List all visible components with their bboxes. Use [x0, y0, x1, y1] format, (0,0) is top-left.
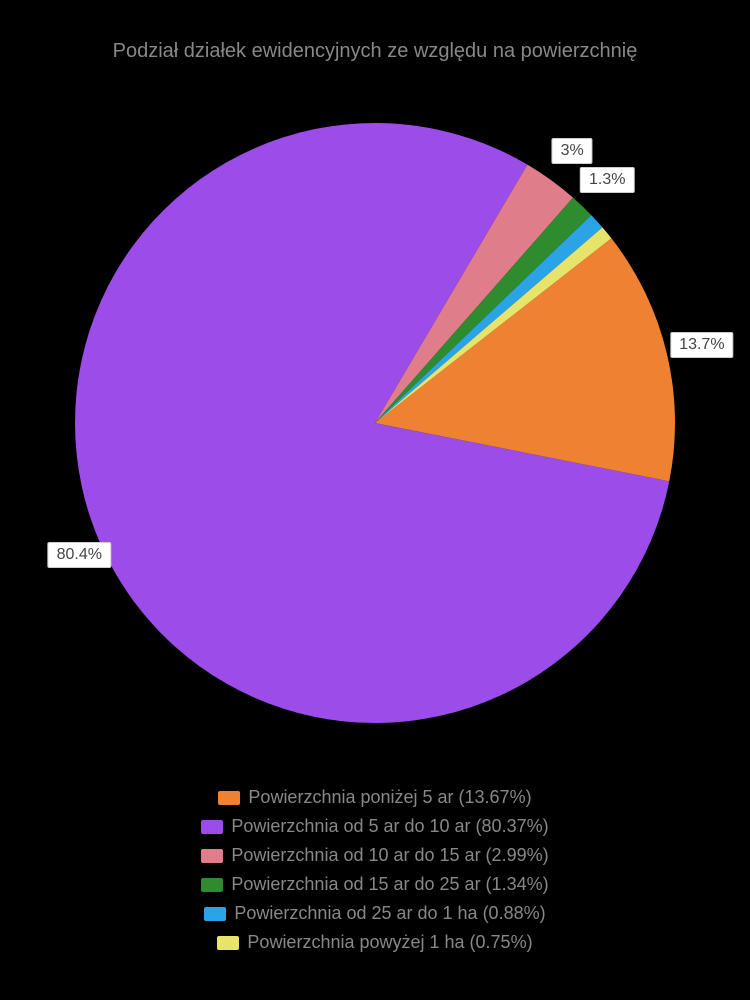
pie-area: 13.7% 80.4% 3% 1.3%	[0, 63, 750, 783]
slice-label: 1.3%	[580, 167, 634, 193]
legend-item: Powierzchnia od 10 ar do 15 ar (2.99%)	[201, 845, 548, 866]
legend-swatch	[201, 820, 223, 834]
legend-swatch	[204, 907, 226, 921]
legend-swatch	[201, 849, 223, 863]
slice-label: 3%	[552, 138, 593, 164]
legend-label: Powierzchnia od 5 ar do 10 ar (80.37%)	[231, 816, 548, 836]
legend-label: Powierzchnia powyżej 1 ha (0.75%)	[247, 932, 532, 952]
slice-label: 80.4%	[48, 542, 111, 568]
legend-label: Powierzchnia poniżej 5 ar (13.67%)	[248, 787, 531, 807]
legend: Powierzchnia poniżej 5 ar (13.67%) Powier…	[0, 783, 750, 977]
legend-item: Powierzchnia od 25 ar do 1 ha (0.88%)	[204, 903, 545, 924]
legend-label: Powierzchnia od 15 ar do 25 ar (1.34%)	[231, 874, 548, 894]
legend-swatch	[201, 878, 223, 892]
legend-swatch	[217, 936, 239, 950]
legend-swatch	[218, 791, 240, 805]
legend-item: Powierzchnia od 5 ar do 10 ar (80.37%)	[201, 816, 548, 837]
legend-item: Powierzchnia poniżej 5 ar (13.67%)	[218, 787, 531, 808]
legend-item: Powierzchnia powyżej 1 ha (0.75%)	[217, 932, 532, 953]
chart-title: Podział działek ewidencyjnych ze względu…	[0, 0, 750, 63]
legend-item: Powierzchnia od 15 ar do 25 ar (1.34%)	[201, 874, 548, 895]
chart-container: Podział działek ewidencyjnych ze względu…	[0, 0, 750, 1000]
legend-label: Powierzchnia od 10 ar do 15 ar (2.99%)	[231, 845, 548, 865]
pie-chart	[75, 123, 675, 723]
legend-label: Powierzchnia od 25 ar do 1 ha (0.88%)	[234, 903, 545, 923]
slice-label: 13.7%	[670, 332, 733, 358]
